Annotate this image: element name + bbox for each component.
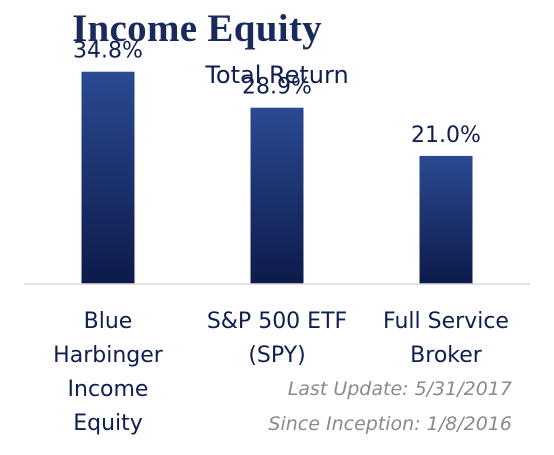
category-label-line: (SPY) <box>248 343 306 368</box>
bar-2 <box>419 155 473 284</box>
category-label-1: S&P 500 ETF (SPY) <box>192 305 362 373</box>
data-label-2: 21.0% <box>411 123 481 148</box>
data-label-0: 34.8% <box>73 39 143 64</box>
data-label-1: 28.9% <box>242 75 312 100</box>
category-label-line: Harbinger <box>53 343 163 368</box>
bar-1 <box>250 107 304 285</box>
category-label-line: Blue <box>83 309 133 334</box>
category-label-line: Equity <box>73 411 143 436</box>
since-inception-note: Since Inception: 1/8/2016 <box>268 413 512 435</box>
last-update-note: Last Update: 5/31/2017 <box>287 378 512 400</box>
category-label-line: Full Service <box>383 309 509 334</box>
category-label-0: Blue Harbinger Income Equity <box>23 305 193 441</box>
chart-subtitle: Total Return <box>205 61 349 89</box>
category-label-2: Full Service Broker <box>361 305 531 373</box>
category-label-line: Broker <box>410 343 482 368</box>
category-label-line: Income <box>67 377 149 402</box>
chart-title: Income Equity <box>72 7 322 50</box>
bar-0 <box>81 71 135 284</box>
category-label-line: S&P 500 ETF <box>206 309 348 334</box>
